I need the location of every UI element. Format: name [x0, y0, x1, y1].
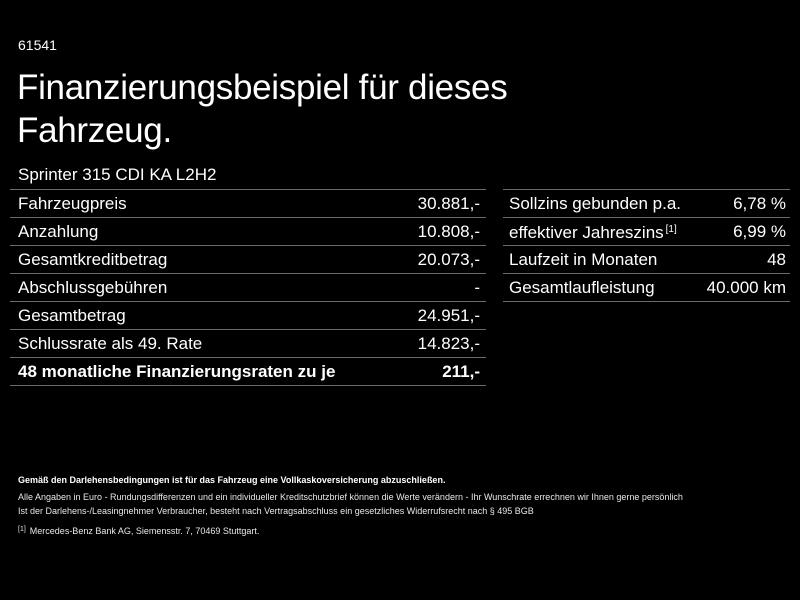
row-label: Anzahlung [18, 221, 99, 241]
row-value: - [474, 277, 480, 297]
row-label: Laufzeit in Monaten [509, 249, 658, 269]
row-value: 10.808,- [417, 221, 480, 241]
table-row-total-amount: Gesamtbetrag 24.951,- [10, 302, 486, 330]
row-value: 6,78 % [733, 193, 786, 213]
row-label: Gesamtkreditbetrag [18, 249, 168, 269]
footnote-text: Mercedes-Benz Bank AG, Siemensstr. 7, 70… [29, 526, 260, 536]
row-value: 6,99 % [733, 221, 786, 241]
row-value: 20.073,- [417, 249, 480, 269]
row-value: 14.823,- [417, 333, 480, 353]
financing-table: Fahrzeugpreis 30.881,- Anzahlung 10.808,… [10, 189, 486, 386]
table-row-vehicle-price: Fahrzeugpreis 30.881,- [10, 190, 486, 218]
table-row-total-credit: Gesamtkreditbetrag 20.073,- [10, 246, 486, 274]
legal-footer: Gemäß den Darlehensbedingungen ist für d… [18, 473, 788, 538]
row-value: 30.881,- [417, 193, 480, 213]
table-row-term-months: Laufzeit in Monaten 48 [503, 246, 790, 274]
disclaimer-line-1: Alle Angaben in Euro - Rundungsdifferenz… [18, 492, 683, 502]
row-value: 40.000 km [706, 277, 786, 297]
footnote-marker: [1] [665, 224, 677, 235]
row-value: 48 [767, 249, 786, 269]
row-value: 24.951,- [417, 305, 480, 325]
page-title: Finanzierungsbeispiel für dieses Fahrzeu… [17, 68, 508, 150]
offer-number: 61541 [18, 37, 57, 53]
insurance-note: Gemäß den Darlehensbedingungen ist für d… [18, 475, 446, 485]
row-label: Abschlussgebühren [18, 277, 168, 297]
row-label: 48 monatliche Finanzierungsraten zu je [18, 361, 336, 381]
table-row-final-installment: Schlussrate als 49. Rate 14.823,- [10, 330, 486, 358]
table-row-down-payment: Anzahlung 10.808,- [10, 218, 486, 246]
disclaimer-line-2: Ist der Darlehens-/Leasingnehmer Verbrau… [18, 506, 534, 516]
footnote-marker: [1] [18, 526, 26, 533]
row-label: Fahrzeugpreis [18, 193, 127, 213]
table-row-effective-rate: effektiver Jahreszins [1] 6,99 % [503, 218, 790, 246]
vehicle-model: Sprinter 315 CDI KA L2H2 [18, 165, 217, 184]
table-row-closing-fees: Abschlussgebühren - [10, 274, 486, 302]
table-row-monthly-rate: 48 monatliche Finanzierungsraten zu je 2… [10, 358, 486, 386]
row-label: Gesamtlaufleistung [509, 277, 655, 297]
row-label: effektiver Jahreszins [509, 223, 664, 242]
row-label: Schlussrate als 49. Rate [18, 333, 203, 353]
row-value: 211,- [442, 361, 480, 381]
table-row-nominal-rate: Sollzins gebunden p.a. 6,78 % [503, 190, 790, 218]
table-row-total-mileage: Gesamtlaufleistung 40.000 km [503, 274, 790, 302]
row-label: Sollzins gebunden p.a. [509, 193, 682, 213]
footnote: [1] Mercedes-Benz Bank AG, Siemensstr. 7,… [18, 523, 788, 538]
row-label-wrap: effektiver Jahreszins [1] [509, 220, 677, 243]
row-label: Gesamtbetrag [18, 305, 126, 325]
terms-table: Sollzins gebunden p.a. 6,78 % effektiver… [503, 189, 790, 302]
